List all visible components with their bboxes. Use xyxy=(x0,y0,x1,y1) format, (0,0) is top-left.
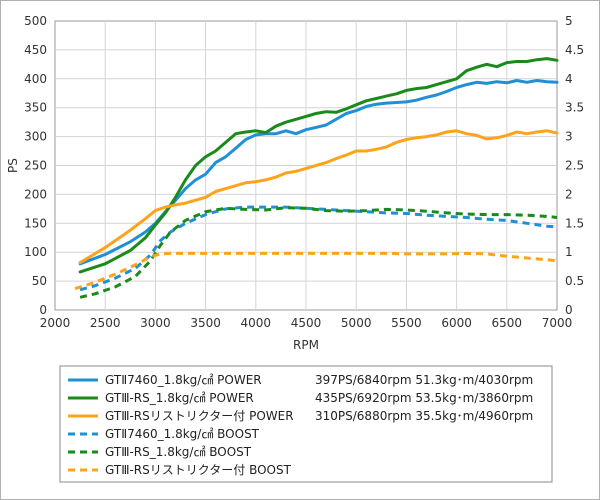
legend-label-3: GTⅡ7460_1.8kg/㎠ BOOST xyxy=(105,427,260,441)
legend-note-0: 397PS/6840rpm 51.3kg･m/4030rpm xyxy=(315,373,533,387)
legend-label-0: GTⅡ7460_1.8kg/㎠ POWER xyxy=(105,373,262,387)
y-tick-label: 300 xyxy=(24,130,47,144)
y2-tick-label: 1 xyxy=(565,245,573,259)
y-tick-label: 50 xyxy=(32,274,47,288)
legend-box xyxy=(59,365,553,483)
y2-tick-label: 2 xyxy=(565,187,573,201)
x-tick-label: 4500 xyxy=(291,316,322,330)
legend-label-4: GTⅢ-RS_1.8kg/㎠ BOOST xyxy=(105,445,252,459)
legend-label-2: GTⅢ-RSリストリクター付 POWER xyxy=(105,409,294,423)
y-tick-label: 400 xyxy=(24,72,47,86)
legend-note-2: 310PS/6880rpm 35.5kg･m/4960rpm xyxy=(315,409,533,423)
series-line-0 xyxy=(78,79,559,266)
x-tick-label: 6000 xyxy=(441,316,472,330)
y2-tick-label: 3.5 xyxy=(565,101,584,115)
legend-label-5: GTⅢ-RSリストリクター付 BOOST xyxy=(105,463,292,477)
y2-tick-label: 4 xyxy=(565,72,573,86)
y2-tick-label: 5 xyxy=(565,14,573,28)
x-tick-label: 4000 xyxy=(241,316,272,330)
x-tick-label: 3500 xyxy=(190,316,221,330)
y2-tick-label: 0 xyxy=(565,303,573,317)
y-tick-label: 250 xyxy=(24,159,47,173)
y-axis-title: PS xyxy=(6,158,20,173)
series-lines xyxy=(74,57,559,299)
x-axis-title: RPM xyxy=(293,338,319,352)
x-tick-label: 2500 xyxy=(90,316,121,330)
axes: 05010015020025030035040045050000.511.522… xyxy=(6,14,584,352)
y2-tick-label: 0.5 xyxy=(565,274,584,288)
y-tick-label: 150 xyxy=(24,216,47,230)
y-tick-label: 0 xyxy=(39,303,47,317)
series-line-1 xyxy=(78,57,559,274)
y-tick-label: 200 xyxy=(24,187,47,201)
legend-label-1: GTⅢ-RS_1.8kg/㎠ POWER xyxy=(105,391,254,405)
y-tick-label: 350 xyxy=(24,101,47,115)
x-tick-label: 6500 xyxy=(492,316,523,330)
y2-tick-label: 1.5 xyxy=(565,216,584,230)
y-tick-label: 100 xyxy=(24,245,47,259)
x-tick-label: 7000 xyxy=(542,316,573,330)
series-line-3 xyxy=(79,205,558,292)
y-tick-label: 450 xyxy=(24,43,47,57)
x-tick-label: 5500 xyxy=(391,316,422,330)
series-line-5 xyxy=(74,251,558,291)
x-tick-label: 2000 xyxy=(40,316,71,330)
x-tick-label: 3000 xyxy=(140,316,171,330)
y2-tick-label: 3 xyxy=(565,130,573,144)
y-tick-label: 500 xyxy=(24,14,47,28)
legend: GTⅡ7460_1.8kg/㎠ POWER 397PS/6840rpm 51.3k… xyxy=(59,365,553,483)
series-line-2 xyxy=(78,129,559,265)
y2-tick-label: 4.5 xyxy=(565,43,584,57)
x-tick-label: 5000 xyxy=(341,316,372,330)
y2-tick-label: 2.5 xyxy=(565,159,584,173)
legend-note-1: 435PS/6920rpm 53.5kg･m/3860rpm xyxy=(315,391,533,405)
